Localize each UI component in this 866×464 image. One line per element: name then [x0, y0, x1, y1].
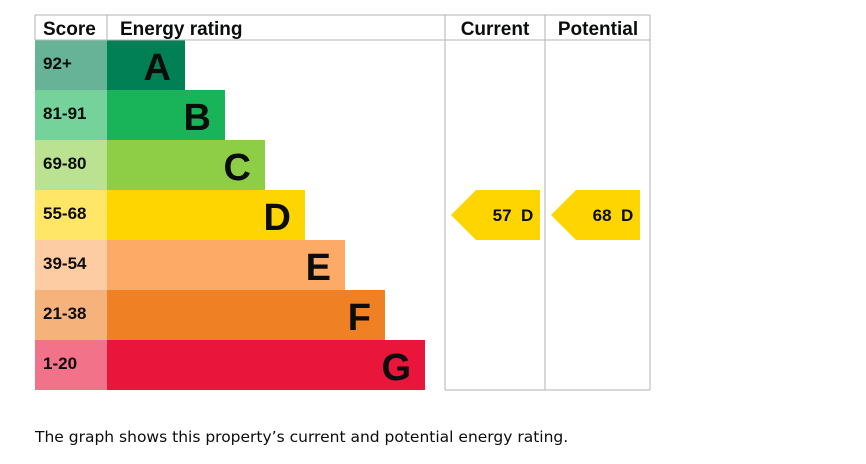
current-rating-label: 57 D [493, 206, 534, 225]
score-label-b: 81-91 [43, 104, 86, 123]
score-cell-d [35, 190, 107, 240]
score-label-c: 69-80 [43, 154, 86, 173]
band-bar-b [107, 90, 225, 140]
rating-markers: 57 D 68 D [451, 190, 640, 240]
band-bar-g [107, 340, 425, 390]
score-cell-a [35, 40, 107, 90]
potential-rating-label: 68 D [593, 206, 634, 225]
potential-marker [551, 190, 640, 240]
band-bar-e [107, 240, 345, 290]
band-letter-e: E [306, 247, 331, 289]
current-header: Current [461, 19, 530, 40]
potential-header: Potential [558, 19, 638, 40]
rating-bands: 92+ A 81-91 B 69-80 C 55-68 D 39-54 E 21-38 F 1-20 G [35, 40, 425, 390]
band-letter-g: G [381, 347, 411, 389]
score-cell-f [35, 290, 107, 340]
band-letter-a: A [144, 47, 171, 89]
score-label-g: 1-20 [43, 354, 77, 373]
score-label-f: 21-38 [43, 304, 86, 323]
band-letter-d: D [264, 197, 291, 239]
band-bar-d [107, 190, 305, 240]
current-marker [451, 190, 540, 240]
band-bar-f [107, 290, 385, 340]
band-letter-b: B [184, 97, 211, 139]
score-label-d: 55-68 [43, 204, 86, 223]
score-cell-b [35, 90, 107, 140]
band-letter-c: C [224, 147, 251, 189]
band-letter-f: F [348, 297, 371, 339]
score-cell-g [35, 340, 107, 390]
chart-caption: The graph shows this property’s current … [35, 428, 569, 446]
table-grid [34, 14, 651, 391]
score-label-a: 92+ [43, 54, 72, 73]
score-cell-e [35, 240, 107, 290]
band-bar-a [107, 40, 185, 90]
score-label-e: 39-54 [43, 254, 87, 273]
table-header: Score Energy rating Current Potential [43, 19, 638, 40]
rating-header: Energy rating [120, 19, 242, 40]
score-header: Score [43, 19, 96, 40]
band-bar-c [107, 140, 265, 190]
score-cell-c [35, 140, 107, 190]
